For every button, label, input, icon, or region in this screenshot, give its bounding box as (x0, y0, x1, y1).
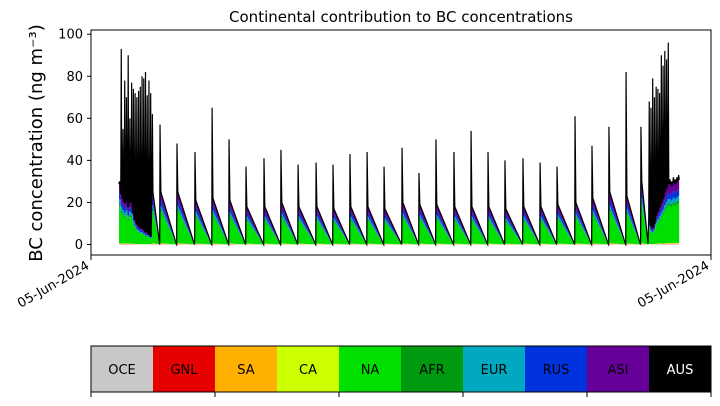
chart-title: Continental contribution to BC concentra… (229, 8, 573, 26)
y-axis-ticks: 0 20 40 60 80 100 (58, 28, 91, 253)
y-tick-label: 20 (66, 196, 83, 211)
legend-label-asi: ASI (608, 363, 629, 378)
y-tick-label: 0 (75, 238, 83, 253)
y-axis-label: BC concentration (ng m⁻³) (26, 24, 47, 262)
legend-label-gnl: GNL (170, 363, 198, 378)
x-tick-label-start: 05-Jun-2024 (15, 258, 92, 311)
y-tick-label: 40 (66, 154, 83, 169)
legend-label-eur: EUR (481, 363, 508, 378)
legend-label-rus: RUS (543, 363, 570, 378)
y-tick-label: 60 (66, 112, 83, 127)
legend-label-aus: AUS (667, 363, 694, 378)
legend-label-sa: SA (237, 363, 254, 378)
region-color-legend: OCE GNL SA CA NA AFR EUR RUS ASI AUS (91, 346, 712, 397)
legend-label-ca: CA (299, 363, 317, 378)
y-tick-label: 80 (66, 70, 83, 85)
legend-label-na: NA (361, 363, 380, 378)
x-tick-label-end: 05-Jun-2024 (635, 258, 712, 311)
legend-label-oce: OCE (108, 363, 136, 378)
stacked-area-layers (119, 43, 679, 245)
x-axis: 05-Jun-2024 05-Jun-2024 (15, 255, 712, 311)
legend-label-afr: AFR (419, 363, 444, 378)
y-tick-label: 100 (58, 28, 83, 43)
